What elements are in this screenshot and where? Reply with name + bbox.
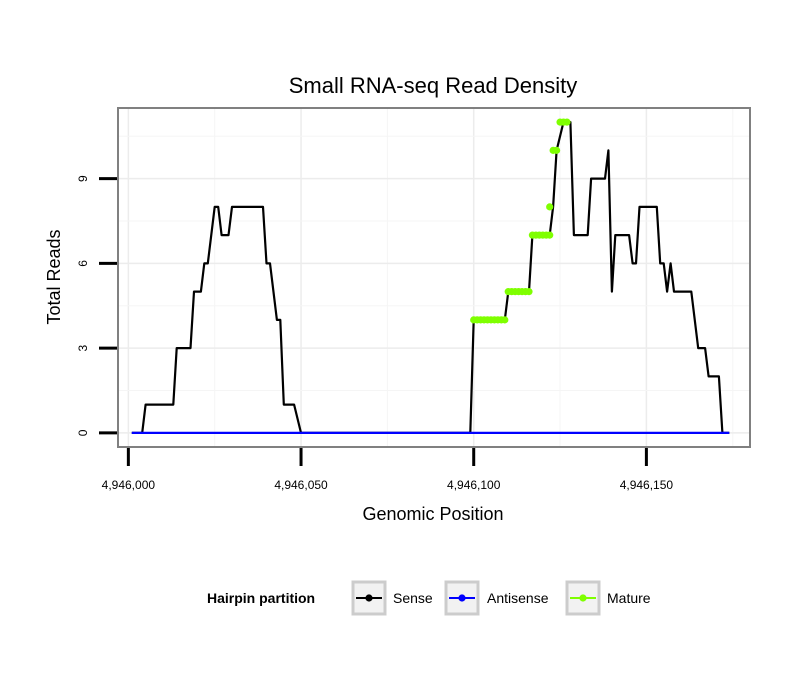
x-axis-title: Genomic Position [362,504,503,524]
series-point-mature [553,146,561,154]
y-axis: 0 3 6 9 [76,175,117,436]
legend-label-antisense: Antisense [487,590,549,606]
grid [118,108,750,447]
series-point-mature [525,288,533,296]
y-tick-label: 3 [76,344,90,351]
y-tick-label: 9 [76,175,90,182]
series-point-mature [563,118,571,126]
chart-title: Small RNA-seq Read Density [289,73,578,98]
x-tick-label: 4,946,100 [447,478,501,492]
series-point-mature [501,316,509,324]
x-tick-label: 4,946,000 [102,478,156,492]
series-layer [131,118,730,434]
y-tick-label: 6 [76,260,90,267]
plot-panel-border [117,107,751,448]
series-point-mature [546,203,554,211]
legend-label-sense: Sense [393,590,433,606]
series-point-mature [546,231,554,239]
legend-key-point-antisense [458,594,466,602]
legend-key-point-sense [365,594,373,602]
legend-label-mature: Mature [607,590,651,606]
y-axis-title: Total Reads [44,229,64,324]
legend-key-point-mature [579,594,587,602]
x-axis: 4,946,000 4,946,050 4,946,100 4,946,150 [102,448,674,492]
legend-title: Hairpin partition [207,590,315,606]
x-tick-label: 4,946,150 [620,478,674,492]
x-tick-label: 4,946,050 [274,478,328,492]
y-tick-label: 0 [76,429,90,436]
legend: Hairpin partition Sense Antisense Mature [207,580,651,616]
series-line-sense [131,121,730,434]
